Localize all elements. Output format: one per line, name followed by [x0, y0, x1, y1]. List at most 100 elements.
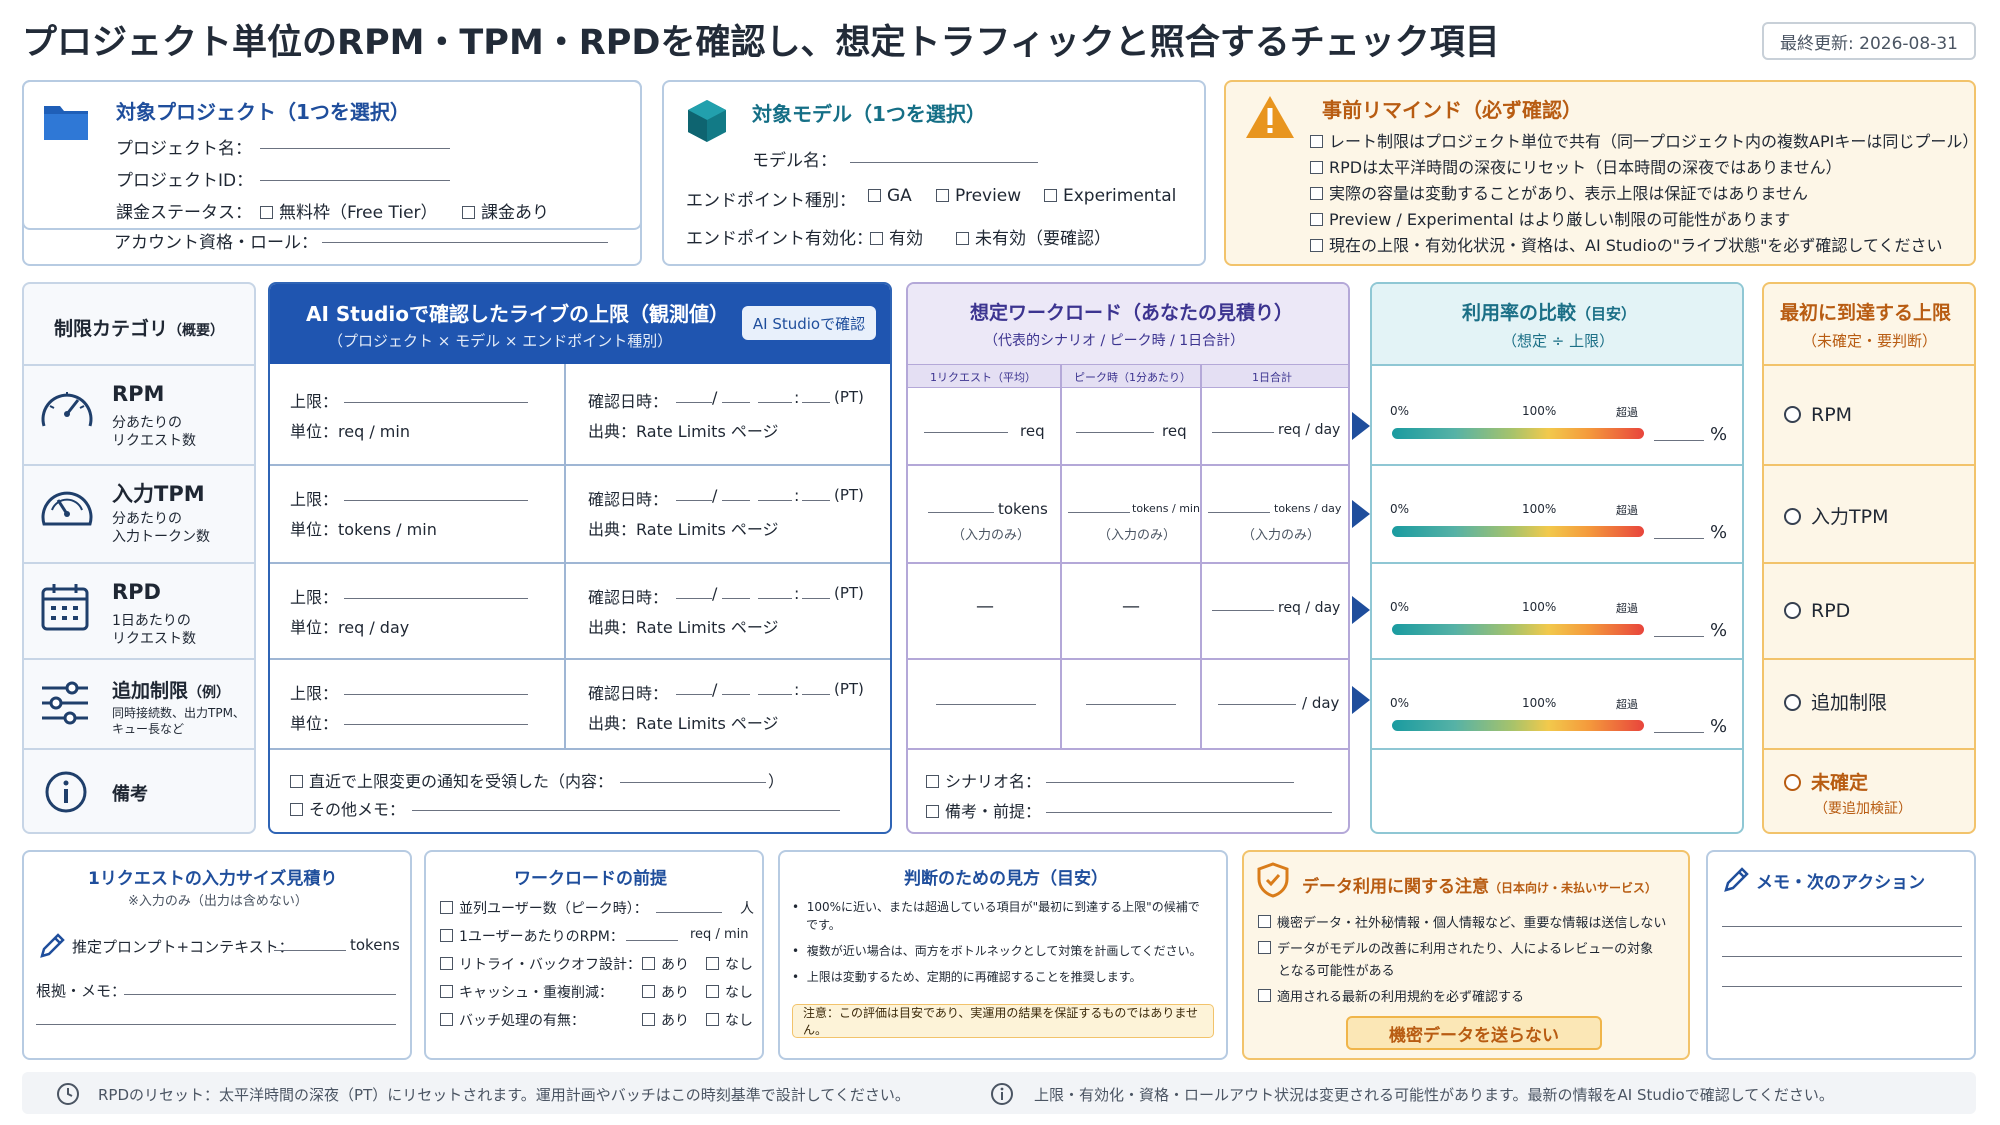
pct-100-label: 100% [1522, 502, 1557, 516]
input-size-heading: 1リクエストの入力サイズ見積り [88, 869, 338, 889]
experimental-checkbox[interactable]: Experimental [1044, 186, 1176, 206]
rpm-desc: リクエスト数 [112, 433, 196, 449]
unit-label: 単位：req / min [290, 422, 410, 441]
data-heading: データ利用に関する注意（日本向け・未払いサービス） [1302, 877, 1658, 897]
reminder-item[interactable]: 現在の上限・有効化状況・資格は、AI Studioの"ライブ状態"を必ず確認して… [1310, 232, 1942, 256]
ga-checkbox[interactable]: GA [868, 186, 912, 206]
pct-0-label: 0% [1390, 404, 1410, 418]
data-item[interactable]: データがモデルの改善に利用されたり、人によるレビューの対象 [1258, 938, 1653, 957]
first-additional-radio[interactable]: 追加制限 [1784, 688, 1887, 715]
memo-line[interactable] [1722, 956, 1962, 957]
footer-right: 上限・有効化・資格・ロールアウト状況は変更される可能性があります。最新の情報をA… [1034, 1086, 1834, 1104]
notes-checkbox[interactable]: 備考・前提： [926, 798, 1041, 822]
live-header: AI Studioで確認したライブの上限（観測値） [306, 302, 729, 326]
tokens-unit: tokens [998, 500, 1048, 518]
memo-line[interactable] [1722, 926, 1962, 927]
info-icon [45, 771, 87, 813]
reminder-item[interactable]: RPDは太平洋時間の深夜にリセット（日本時間の深夜ではありません） [1310, 154, 1842, 178]
checked-at-label: 確認日時： [588, 588, 669, 607]
project-name-field[interactable] [260, 148, 450, 149]
workload-subheader: （代表的シナリオ / ピーク時 / 1日合計） [984, 333, 1245, 349]
tokens-min-unit: tokens / min [1132, 502, 1200, 515]
retry-no[interactable]: なし [706, 954, 753, 974]
source-label: 出典：Rate Limits ページ [588, 714, 779, 733]
other-memo-checkbox[interactable]: その他メモ： [290, 796, 405, 820]
over-label: 超過 [1616, 504, 1638, 517]
tpm-label: 入力TPM [112, 482, 205, 506]
first-rpm-radio[interactable]: RPM [1784, 404, 1852, 426]
limit-field[interactable] [344, 500, 528, 501]
not-enabled-checkbox[interactable]: 未有効（要確認） [956, 224, 1111, 249]
memo-line[interactable] [1722, 986, 1962, 987]
paid-checkbox[interactable]: 課金あり [462, 198, 549, 223]
limit-change-field[interactable] [620, 782, 766, 783]
other-memo-field[interactable] [412, 810, 840, 811]
preview-checkbox[interactable]: Preview [936, 186, 1021, 206]
first-tpm-radio[interactable]: 入力TPM [1784, 502, 1888, 529]
no-confidential-data-button[interactable]: 機密データを送らない [1346, 1016, 1602, 1050]
retry-yes[interactable]: あり [642, 954, 689, 974]
limit-field[interactable] [344, 694, 528, 695]
cache-no[interactable]: なし [706, 982, 753, 1002]
source-label: 出典：Rate Limits ページ [588, 520, 779, 539]
utilization-field[interactable] [1654, 732, 1704, 733]
reminder-item[interactable]: Preview / Experimental はより厳しい制限の可能性があります [1310, 206, 1790, 230]
limit-label: 上限： [290, 684, 339, 703]
first-undecided-radio[interactable]: 未確定 [1784, 768, 1868, 795]
data-item[interactable]: 適用される最新の利用規約を必ず確認する [1258, 986, 1524, 1005]
limit-change-close: ） [768, 772, 785, 791]
data-usage-card: データ利用に関する注意（日本向け・未払いサービス） 機密データ・社外秘情報・個人… [1242, 850, 1690, 1060]
scenario-field[interactable] [1046, 782, 1294, 783]
retry-checkbox[interactable]: リトライ・バックオフ設計： [440, 954, 641, 974]
pct-100-label: 100% [1522, 600, 1557, 614]
first-rpd-radio[interactable]: RPD [1784, 600, 1850, 622]
account-field[interactable] [322, 242, 608, 243]
project-name-label: プロジェクト名： [116, 139, 252, 159]
free-tier-checkbox[interactable]: 無料枠（Free Tier） [260, 198, 438, 223]
basis-field[interactable] [124, 994, 396, 995]
utilization-field[interactable] [1654, 636, 1704, 637]
pt-label: (PT) [834, 680, 864, 698]
pct-unit: % [1710, 424, 1728, 445]
utilization-field[interactable] [1654, 538, 1704, 539]
pt-label: (PT) [834, 486, 864, 504]
utilization-panel: 利用率の比較（目安） （想定 ÷ 上限） [1370, 282, 1744, 834]
notes-field[interactable] [1046, 812, 1332, 813]
project-id-field[interactable] [260, 180, 450, 181]
batch-checkbox[interactable]: バッチ処理の有無： [440, 1010, 585, 1030]
basis-field-2[interactable] [36, 1024, 396, 1025]
checked-at-label: 確認日時： [588, 392, 669, 411]
scenario-checkbox[interactable]: シナリオ名： [926, 768, 1041, 792]
col-daily: 1日合計 [1252, 371, 1292, 384]
input-only-note: （入力のみ） [1242, 528, 1321, 543]
reminder-item[interactable]: レート制限はプロジェクト単位で共有（同一プロジェクト内の複数APIキーは同じプー… [1310, 128, 1978, 152]
batch-yes[interactable]: あり [642, 1010, 689, 1030]
limit-field[interactable] [344, 402, 528, 403]
category-header: 制限カテゴリ（概要） [54, 318, 225, 340]
data-item[interactable]: 機密データ・社外秘情報・個人情報など、重要な情報は送信しない [1258, 912, 1666, 931]
prompt-tokens-field[interactable] [274, 950, 346, 951]
model-name-field[interactable] [850, 162, 1038, 163]
utilization-field[interactable] [1654, 440, 1704, 441]
rpm-label: RPM [112, 382, 165, 406]
dash: — [1122, 596, 1140, 617]
batch-no[interactable]: なし [706, 1010, 753, 1030]
last-updated-badge: 最終更新: 2026-08-31 [1762, 22, 1976, 60]
unit-field[interactable] [344, 724, 528, 725]
arrow-right-icon [1352, 500, 1370, 528]
over-label: 超過 [1616, 602, 1638, 615]
cache-yes[interactable]: あり [642, 982, 689, 1002]
rpd-desc: 1日あたりの [112, 613, 191, 629]
rpm-per-user-checkbox[interactable]: 1ユーザーあたりのRPM： [440, 926, 624, 946]
limit-change-checkbox[interactable]: 直近で上限変更の通知を受領した（内容： [290, 768, 613, 792]
users-checkbox[interactable]: 並列ユーザー数（ピーク時）： [440, 898, 648, 918]
reminder-item[interactable]: 実際の容量は変動することがあり、表示上限は保証ではありません [1310, 180, 1808, 204]
ai-studio-check-button[interactable]: AI Studioで確認 [742, 306, 876, 340]
col-per-request: 1リクエスト（平均） [930, 371, 1036, 384]
limit-field[interactable] [344, 598, 528, 599]
pct-100-label: 100% [1522, 404, 1557, 418]
cache-checkbox[interactable]: キャッシュ・重複削減： [440, 982, 613, 1002]
clock-icon [57, 1083, 79, 1105]
rpm-desc: 分あたりの [112, 415, 182, 431]
enabled-checkbox[interactable]: 有効 [870, 224, 923, 249]
